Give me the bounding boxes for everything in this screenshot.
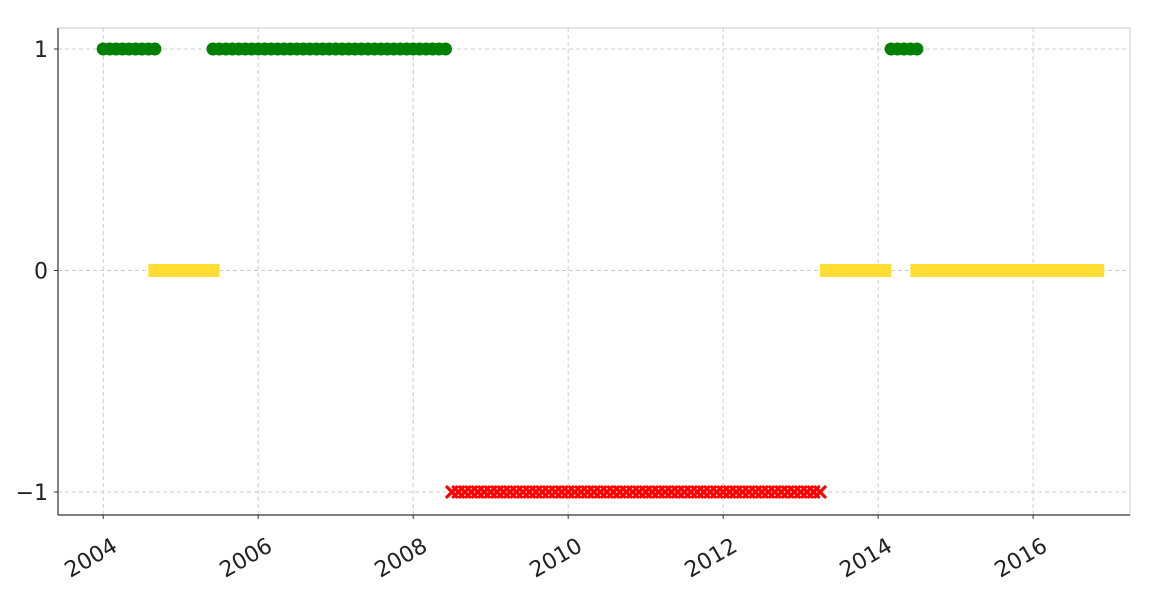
y-tick-label: 1 [34,38,48,63]
data-point [206,264,220,277]
series-run-3 [148,264,220,277]
data-point [148,42,162,56]
series-run-0 [96,42,162,56]
x-tick-label: 2008 [371,534,432,584]
y-axis-ticks: 1 0 −1 [16,38,58,506]
x-axis-ticks: 2004 2006 2008 2010 2012 2014 2016 [61,515,1052,583]
x-tick-label: 2014 [836,534,897,584]
series-run-1 [206,42,452,56]
series-run-6 [445,485,827,499]
data-point [813,485,827,499]
x-tick-label: 2012 [681,534,742,584]
y-tick-label: −1 [16,481,48,506]
x-tick-label: 2010 [526,534,587,584]
data-point [1091,264,1105,277]
x-tick-label: 2004 [61,534,122,584]
data-point [878,264,892,277]
data-point [910,42,924,56]
plot-frame [57,27,1131,516]
x-tick-label: 2016 [991,534,1052,584]
series-run-4 [819,264,892,277]
x-tick-label: 2006 [216,534,277,584]
data-points [96,42,1105,499]
series-run-2 [884,42,924,56]
y-tick-label: 0 [34,260,48,285]
series-run-5 [910,264,1105,277]
data-point [438,42,452,56]
